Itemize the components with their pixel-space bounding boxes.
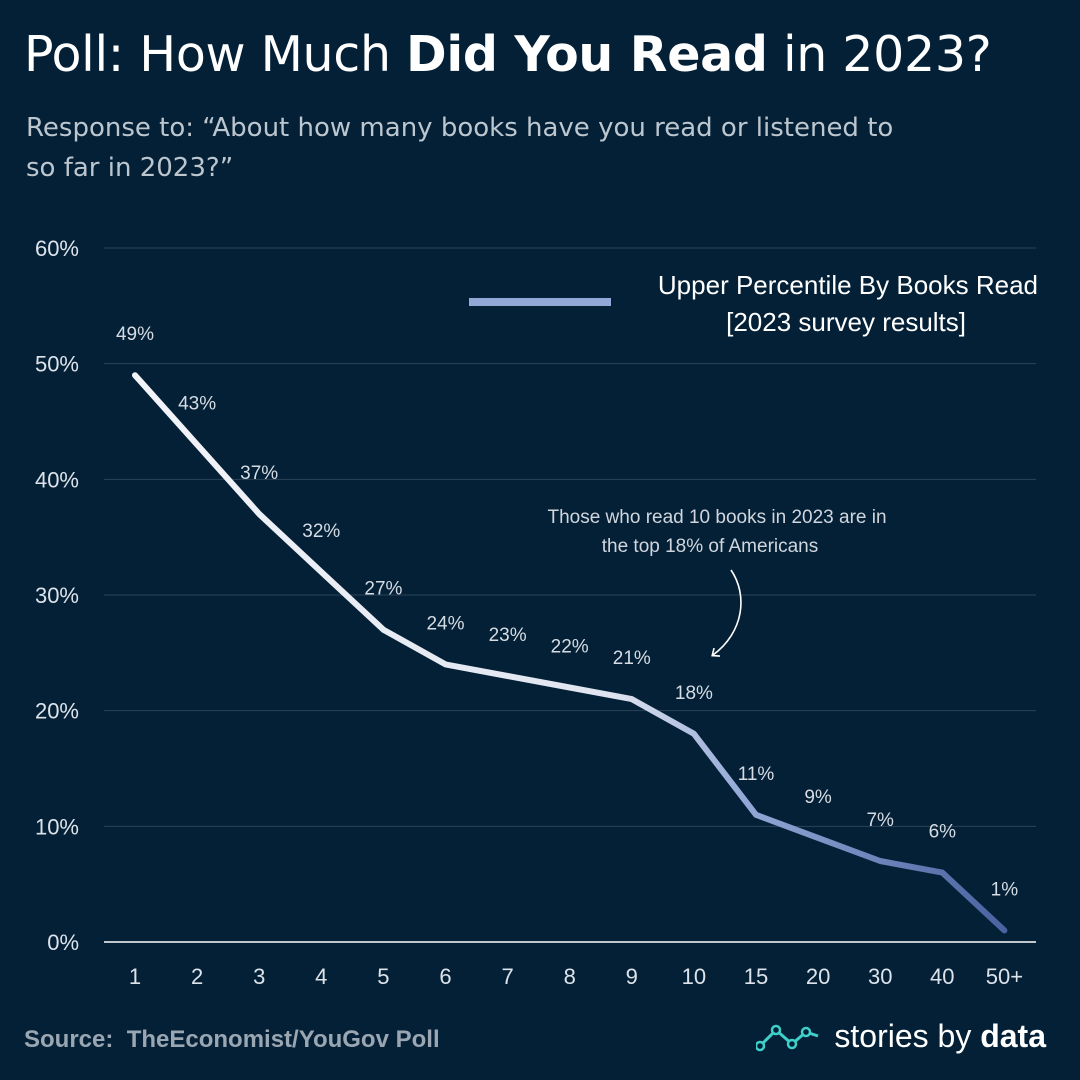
source-note: Source: TheEconomist/YouGov Poll (24, 1026, 440, 1053)
data-label: 11% (738, 764, 775, 785)
x-tick-label: 2 (191, 964, 203, 989)
y-tick-label: 20% (35, 699, 79, 724)
data-label: 21% (613, 648, 651, 669)
x-tick-label: 5 (377, 964, 389, 989)
title-part-1: Poll: How Much (24, 26, 406, 83)
y-tick-label: 50% (35, 352, 79, 377)
x-tick-label: 3 (253, 964, 265, 989)
brand-logo: stories by data (756, 1018, 1046, 1055)
data-label: 43% (178, 394, 216, 415)
brand-text-regular: stories by (834, 1018, 981, 1054)
data-label: 9% (804, 787, 832, 808)
legend-label: Upper Percentile By Books Read (658, 270, 1038, 300)
x-tick-label: 15 (744, 964, 768, 989)
x-tick-label: 20 (806, 964, 830, 989)
y-tick-label: 30% (35, 583, 79, 608)
title-bold-part: Did You Read (405, 26, 768, 83)
brand-text: stories by data (834, 1018, 1046, 1055)
gridlines (104, 247, 1036, 943)
data-label: 18% (675, 683, 713, 704)
data-label: 27% (364, 579, 402, 600)
legend: Upper Percentile By Books Read [2023 sur… (469, 270, 1038, 337)
y-tick-label: 60% (35, 236, 79, 261)
data-label: 6% (929, 822, 957, 843)
x-tick-label: 50+ (986, 964, 1023, 989)
legend-sublabel: [2023 survey results] (726, 307, 966, 337)
x-tick-label: 4 (315, 964, 327, 989)
y-tick-label: 10% (35, 814, 79, 839)
data-label: 7% (866, 810, 894, 831)
data-label: 22% (551, 637, 589, 658)
x-tick-label: 9 (626, 964, 638, 989)
data-labels: 49% 43% 37% 32% 27% 24% 23% 22% 21% 18% 11% 9% 7% 6% 1… (116, 324, 1018, 900)
y-tick-label: 0% (47, 930, 79, 955)
x-tick-label: 40 (930, 964, 954, 989)
x-tick-label: 7 (501, 964, 513, 989)
chart-subtitle: Response to: “About how many books have … (26, 113, 894, 183)
data-label: 23% (489, 625, 527, 646)
series-line-upper-percentile (132, 372, 1008, 934)
x-tick-label: 6 (439, 964, 451, 989)
title-part-3: in 2023? (767, 26, 992, 83)
annotation-arrow (711, 569, 742, 657)
brand-text-bold: data (980, 1018, 1046, 1054)
x-tick-label: 8 (564, 964, 576, 989)
annotation-text-line-1: Those who read 10 books in 2023 are in (547, 507, 886, 528)
x-tick-label: 1 (129, 964, 141, 989)
y-axis-ticks: 0% 10% 20% 30% 40% 50% 60% (35, 236, 79, 955)
data-label: 1% (991, 879, 1019, 900)
x-tick-label: 30 (868, 964, 892, 989)
data-label: 32% (302, 521, 340, 542)
data-label: 24% (426, 613, 464, 634)
y-tick-label: 40% (35, 467, 79, 492)
line-chart-logo-icon (756, 1024, 819, 1051)
data-label: 37% (240, 463, 278, 484)
annotation: Those who read 10 books in 2023 are in t… (547, 507, 887, 657)
x-axis-ticks: 1 2 3 4 5 6 7 8 9 10 15 20 30 40 50+ (129, 964, 1023, 989)
data-label: 49% (116, 324, 154, 345)
x-tick-label: 10 (682, 964, 706, 989)
annotation-text-line-2: the top 18% of Americans (602, 536, 819, 557)
chart-title: Poll: How Much Did You Read in 2023? (24, 26, 992, 83)
